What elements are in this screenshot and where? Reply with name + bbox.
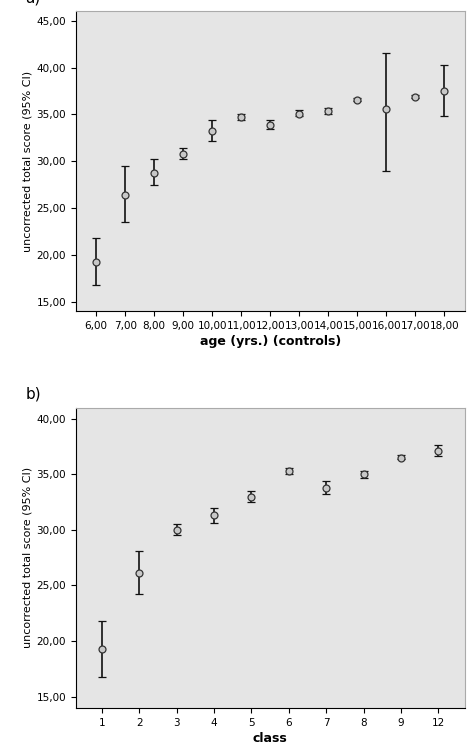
Y-axis label: uncorrected total score (95% CI): uncorrected total score (95% CI)	[22, 467, 32, 648]
Text: a): a)	[25, 0, 41, 5]
X-axis label: class: class	[253, 732, 288, 745]
Text: b): b)	[25, 386, 41, 401]
Y-axis label: uncorrected total score (95% CI): uncorrected total score (95% CI)	[22, 71, 32, 252]
X-axis label: age (yrs.) (controls): age (yrs.) (controls)	[200, 336, 341, 348]
